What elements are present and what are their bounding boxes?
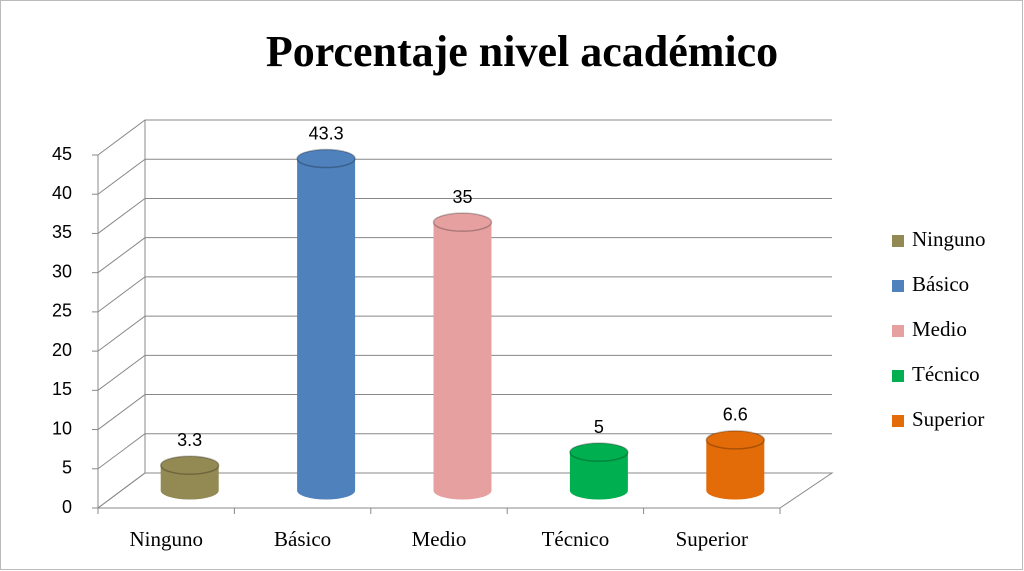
bar-part	[432, 212, 493, 232]
data-label: 5	[594, 417, 604, 437]
data-label: 43.3	[309, 123, 344, 143]
chart-title: Porcentaje nivel académico	[266, 27, 778, 76]
bar	[569, 442, 629, 500]
data-label: 6.6	[723, 405, 748, 425]
grid-line	[97, 197, 832, 234]
grid-line	[97, 119, 832, 156]
grid-line	[97, 276, 832, 313]
grid-line	[97, 315, 832, 352]
bar-part	[160, 465, 219, 500]
bar	[432, 212, 493, 500]
legend-swatch	[892, 415, 904, 427]
data-label: 35	[452, 187, 472, 207]
y-tick-label: 0	[62, 497, 72, 517]
y-tick-label: 10	[52, 418, 72, 438]
legend-label: Ninguno	[912, 227, 986, 251]
y-tick-label: 5	[62, 458, 72, 478]
y-tick-label: 30	[52, 261, 72, 281]
legend-label: Superior	[912, 407, 984, 431]
x-tick-label: Medio	[412, 527, 467, 551]
x-tick-label: Ninguno	[129, 527, 203, 551]
bar-part	[569, 442, 629, 462]
y-tick-label: 45	[52, 144, 72, 164]
bar	[296, 148, 356, 500]
legend-label: Medio	[912, 317, 967, 341]
grid-line	[97, 394, 832, 430]
data-label: 3.3	[177, 430, 202, 450]
y-tick-label: 25	[52, 301, 72, 321]
grid-line	[97, 433, 832, 470]
grid-line	[97, 237, 832, 274]
grid-line	[97, 158, 832, 195]
y-tick-label: 40	[52, 183, 72, 203]
x-tick-label: Básico	[274, 527, 331, 551]
bar-part	[159, 455, 220, 475]
y-tick-label: 35	[52, 222, 72, 242]
bar-part	[706, 439, 765, 500]
y-tick-label: 20	[52, 340, 72, 360]
legend-swatch	[892, 370, 904, 382]
legend-swatch	[892, 280, 904, 292]
bar-part	[569, 452, 628, 500]
legend-swatch	[892, 235, 904, 247]
bar-part	[705, 430, 766, 450]
legend-swatch	[892, 325, 904, 337]
bar-part	[296, 148, 356, 169]
grid-line	[97, 354, 832, 391]
bar-part	[297, 158, 356, 500]
legend-label: Básico	[912, 272, 969, 296]
bar	[159, 455, 220, 500]
bar-part	[433, 222, 492, 500]
bar	[705, 430, 766, 500]
legend-label: Técnico	[912, 362, 980, 386]
x-tick-label: Superior	[676, 527, 748, 551]
y-tick-label: 15	[52, 379, 72, 399]
x-tick-label: Técnico	[542, 527, 610, 551]
